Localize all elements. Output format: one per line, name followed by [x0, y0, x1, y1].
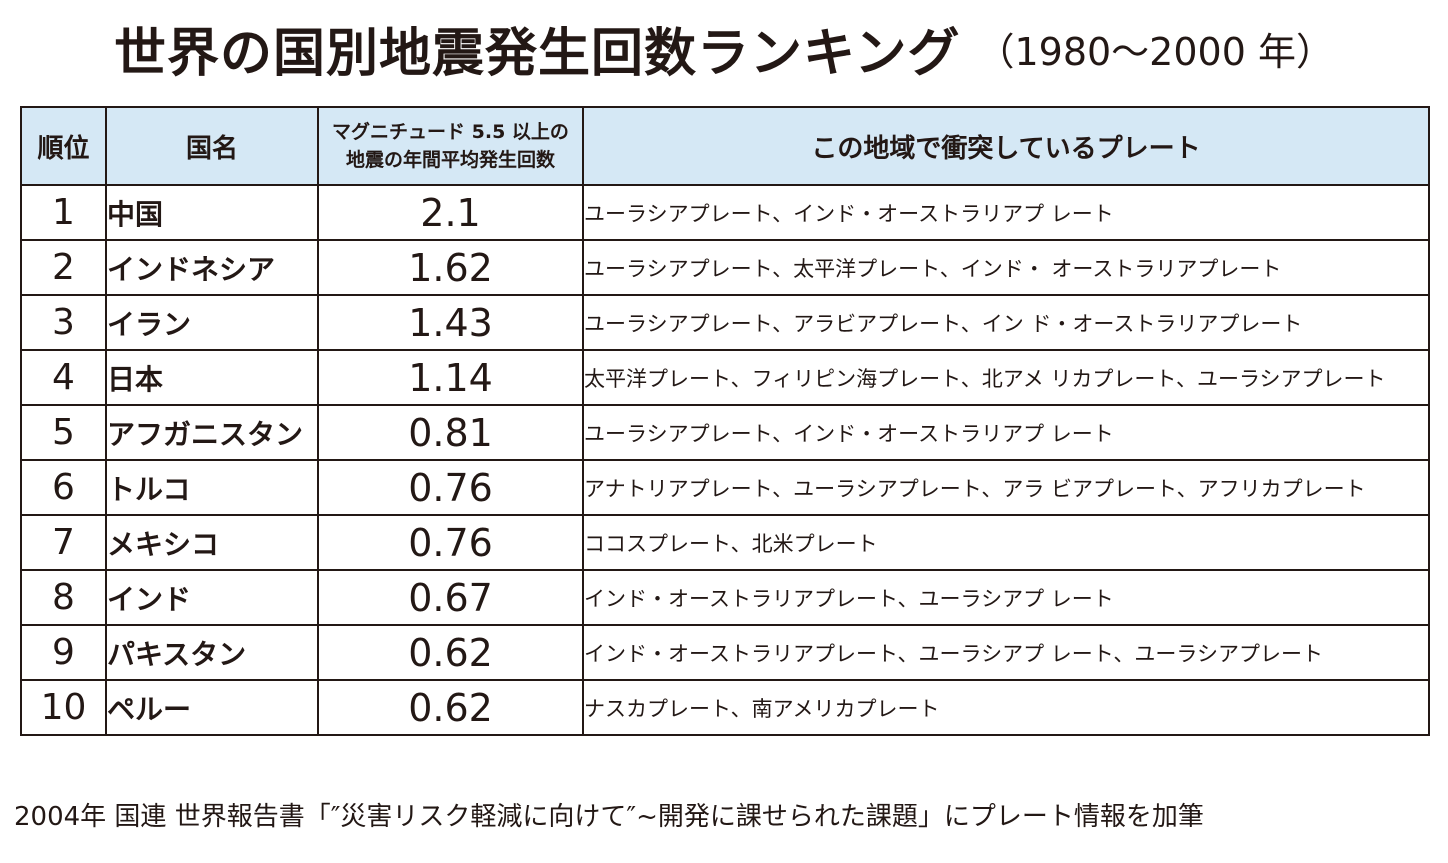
rank-cell: 3	[20, 294, 107, 351]
country-cell: パキスタン	[105, 624, 319, 681]
table-row: 1 中国 2.1 ユーラシアプレート、インド・オーストラリアプ レート	[20, 184, 1430, 241]
country-cell: 日本	[105, 349, 319, 406]
table-row: 9 パキスタン 0.62 インド・オーストラリアプレート、ユーラシアプ レート、ユーラ…	[20, 624, 1430, 681]
plates-cell: ユーラシアプレート、インド・オーストラリアプ レート	[582, 404, 1430, 461]
rank-cell: 7	[20, 514, 107, 571]
frequency-value-cell: 0.67	[317, 569, 584, 626]
rank-cell: 8	[20, 569, 107, 626]
table-row: 7 メキシコ 0.76 ココスプレート、北米プレート	[20, 514, 1430, 571]
country-cell: インドネシア	[105, 239, 319, 296]
frequency-value-cell: 0.62	[317, 679, 584, 736]
table-row: 5 アフガニスタン 0.81 ユーラシアプレート、インド・オーストラリアプ レート	[20, 404, 1430, 461]
title-row: 世界の国別地震発生回数ランキング （1980〜2000 年）	[0, 6, 1448, 90]
country-cell: イラン	[105, 294, 319, 351]
page-title: 世界の国別地震発生回数ランキング	[114, 23, 961, 84]
country-cell: アフガニスタン	[105, 404, 319, 461]
plates-cell: ユーラシアプレート、太平洋プレート、インド・ オーストラリアプレート	[582, 239, 1430, 296]
rank-cell: 1	[20, 184, 107, 241]
table-row: 3 イラン 1.43 ユーラシアプレート、アラビアプレート、イン ド・オーストラリアプ…	[20, 294, 1430, 351]
table-row: 8 インド 0.67 インド・オーストラリアプレート、ユーラシアプ レート	[20, 569, 1430, 626]
frequency-value-cell: 2.1	[317, 184, 584, 241]
rank-cell: 4	[20, 349, 107, 406]
table-header-row: 順位 国名 マグニチュード 5.5 以上の 地震の年間平均発生回数 この地域で衝…	[20, 106, 1430, 186]
page-subtitle: （1980〜2000 年）	[976, 29, 1334, 74]
header-frequency-line2: 地震の年間平均発生回数	[345, 149, 555, 171]
rank-cell: 9	[20, 624, 107, 681]
source-footnote: 2004年 国連 世界報告書「″災害リスク軽減に向けて″~開発に課せられた課題」…	[14, 802, 1204, 832]
header-rank: 順位	[20, 106, 107, 186]
header-frequency: マグニチュード 5.5 以上の 地震の年間平均発生回数	[317, 106, 584, 186]
frequency-value-cell: 0.76	[317, 514, 584, 571]
ranking-table: 順位 国名 マグニチュード 5.5 以上の 地震の年間平均発生回数 この地域で衝…	[20, 106, 1430, 736]
frequency-value-cell: 1.43	[317, 294, 584, 351]
frequency-value-cell: 1.62	[317, 239, 584, 296]
table-row: 4 日本 1.14 太平洋プレート、フィリピン海プレート、北アメ リカプレート、ユーラ…	[20, 349, 1430, 406]
rank-cell: 2	[20, 239, 107, 296]
plates-cell: 太平洋プレート、フィリピン海プレート、北アメ リカプレート、ユーラシアプレート	[582, 349, 1430, 406]
frequency-value-cell: 0.76	[317, 459, 584, 516]
frequency-value-cell: 0.62	[317, 624, 584, 681]
country-cell: 中国	[105, 184, 319, 241]
plates-cell: インド・オーストラリアプレート、ユーラシアプ レート、ユーラシアプレート	[582, 624, 1430, 681]
plates-cell: ナスカプレート、南アメリカプレート	[582, 679, 1430, 736]
frequency-value-cell: 0.81	[317, 404, 584, 461]
plates-cell: インド・オーストラリアプレート、ユーラシアプ レート	[582, 569, 1430, 626]
table-row: 2 インドネシア 1.62 ユーラシアプレート、太平洋プレート、インド・ オーストラリ…	[20, 239, 1430, 296]
table-row: 10 ペルー 0.62 ナスカプレート、南アメリカプレート	[20, 679, 1430, 736]
rank-cell: 10	[20, 679, 107, 736]
country-cell: インド	[105, 569, 319, 626]
plates-cell: ココスプレート、北米プレート	[582, 514, 1430, 571]
plates-cell: ユーラシアプレート、アラビアプレート、イン ド・オーストラリアプレート	[582, 294, 1430, 351]
plates-cell: ユーラシアプレート、インド・オーストラリアプ レート	[582, 184, 1430, 241]
header-plates: この地域で衝突しているプレート	[582, 106, 1430, 186]
rank-cell: 5	[20, 404, 107, 461]
header-country: 国名	[105, 106, 319, 186]
country-cell: トルコ	[105, 459, 319, 516]
country-cell: ペルー	[105, 679, 319, 736]
rank-cell: 6	[20, 459, 107, 516]
ranking-table-body: 1 中国 2.1 ユーラシアプレート、インド・オーストラリアプ レート 2 インドネシア 1…	[20, 184, 1430, 736]
table-row: 6 トルコ 0.76 アナトリアプレート、ユーラシアプレート、アラ ビアプレート、アフ…	[20, 459, 1430, 516]
frequency-value-cell: 1.14	[317, 349, 584, 406]
country-cell: メキシコ	[105, 514, 319, 571]
plates-cell: アナトリアプレート、ユーラシアプレート、アラ ビアプレート、アフリカプレート	[582, 459, 1430, 516]
header-frequency-line1: マグニチュード 5.5 以上の	[332, 121, 569, 143]
